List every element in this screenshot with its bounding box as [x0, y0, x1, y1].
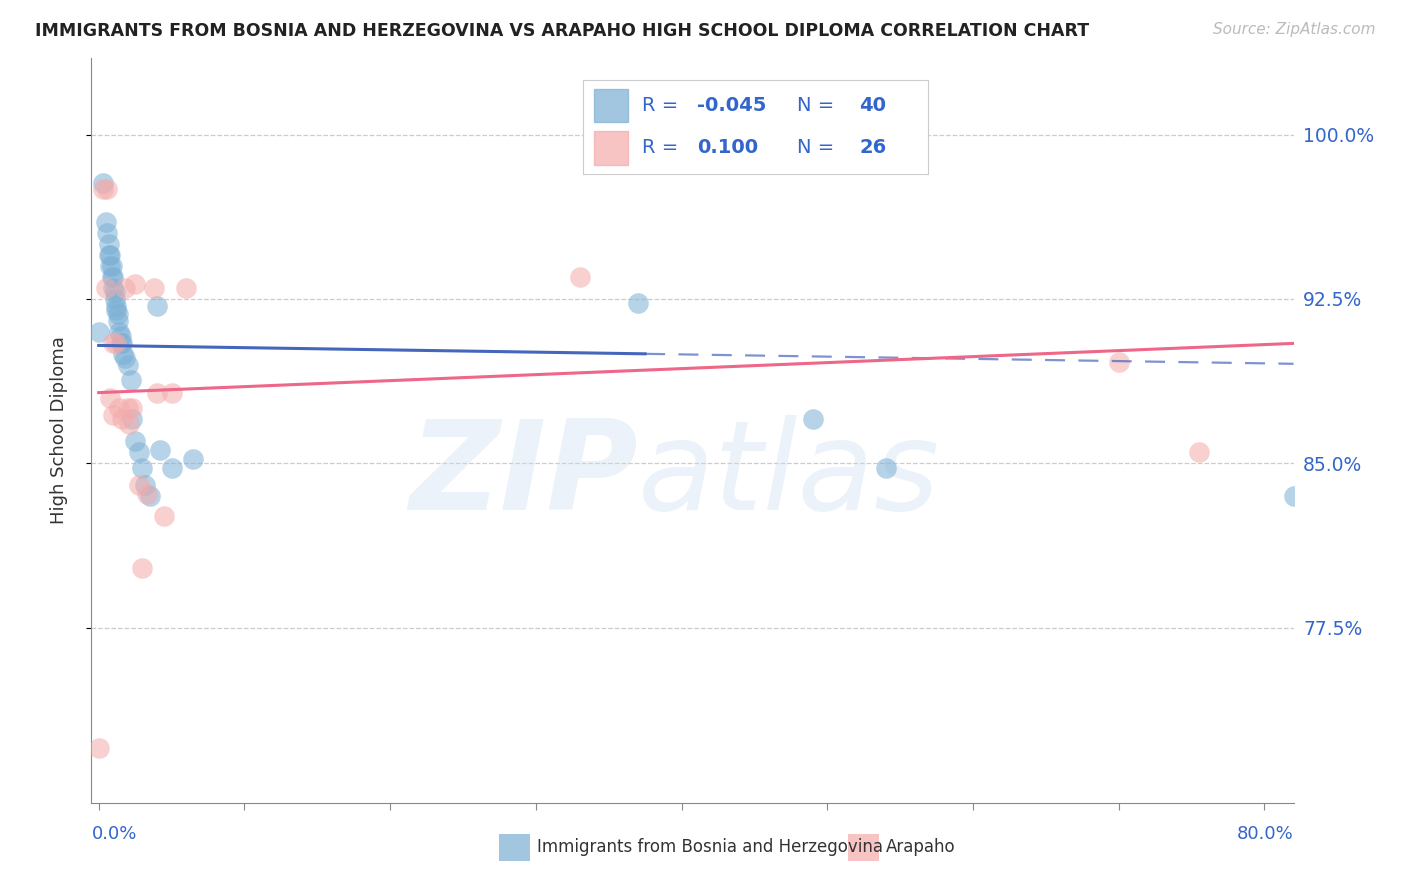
- Point: [110, 329, 132, 343]
- Point: [120, 373, 142, 387]
- Point: [101, 270, 124, 285]
- Point: [101, 259, 124, 273]
- Text: N =: N =: [797, 96, 841, 115]
- Point: [124, 277, 146, 291]
- Point: [107, 307, 129, 321]
- Point: [160, 460, 183, 475]
- Text: 80.0%: 80.0%: [1237, 825, 1294, 843]
- Point: [128, 445, 150, 459]
- Point: [627, 296, 650, 310]
- Point: [134, 478, 156, 492]
- Point: [94, 215, 117, 229]
- Point: [96, 182, 118, 196]
- Text: 0.100: 0.100: [697, 138, 758, 157]
- Point: [112, 347, 135, 361]
- Text: R =: R =: [643, 96, 685, 115]
- Text: 0.0%: 0.0%: [91, 825, 136, 843]
- Point: [131, 561, 153, 575]
- Bar: [593, 88, 628, 122]
- Point: [98, 391, 121, 405]
- Point: [128, 478, 150, 492]
- Point: [114, 351, 136, 365]
- Point: [108, 325, 131, 339]
- Point: [111, 335, 134, 350]
- Point: [183, 451, 205, 466]
- Point: [174, 281, 197, 295]
- Text: R =: R =: [643, 138, 690, 157]
- Point: [1188, 445, 1211, 459]
- Point: [105, 302, 128, 317]
- Point: [94, 281, 117, 295]
- Point: [104, 285, 127, 300]
- Point: [1108, 355, 1130, 369]
- Point: [121, 412, 143, 426]
- Point: [1282, 489, 1305, 503]
- Point: [131, 460, 153, 475]
- Point: [118, 417, 141, 431]
- Point: [153, 508, 176, 523]
- Point: [568, 270, 591, 285]
- Point: [114, 281, 136, 295]
- Point: [143, 281, 166, 295]
- Point: [87, 325, 110, 339]
- Y-axis label: High School Diploma: High School Diploma: [49, 336, 67, 524]
- Point: [117, 358, 139, 372]
- Point: [108, 401, 131, 416]
- Point: [104, 292, 127, 306]
- Text: Arapaho: Arapaho: [886, 838, 956, 856]
- Point: [91, 182, 114, 196]
- Point: [117, 401, 139, 416]
- Point: [135, 487, 157, 501]
- Point: [103, 270, 125, 285]
- Point: [146, 299, 169, 313]
- Point: [97, 248, 120, 262]
- Point: [97, 237, 120, 252]
- Point: [103, 408, 125, 422]
- Point: [96, 226, 118, 240]
- Text: IMMIGRANTS FROM BOSNIA AND HERZEGOVINA VS ARAPAHO HIGH SCHOOL DIPLOMA CORRELATIO: IMMIGRANTS FROM BOSNIA AND HERZEGOVINA V…: [35, 22, 1090, 40]
- Point: [149, 443, 172, 458]
- Point: [98, 259, 121, 273]
- Point: [146, 386, 169, 401]
- Bar: [593, 131, 628, 164]
- Point: [103, 281, 125, 295]
- Text: ZIP: ZIP: [409, 415, 638, 535]
- Point: [105, 335, 128, 350]
- Text: atlas: atlas: [638, 415, 941, 535]
- Text: 26: 26: [859, 138, 886, 157]
- Text: -0.045: -0.045: [697, 96, 766, 115]
- Point: [87, 741, 110, 756]
- Point: [105, 299, 128, 313]
- Text: 40: 40: [859, 96, 886, 115]
- Point: [124, 434, 146, 449]
- Point: [801, 412, 824, 426]
- Point: [138, 489, 160, 503]
- Text: Source: ZipAtlas.com: Source: ZipAtlas.com: [1212, 22, 1375, 37]
- Text: N =: N =: [797, 138, 841, 157]
- Point: [91, 176, 114, 190]
- Point: [107, 314, 129, 328]
- Point: [121, 401, 143, 416]
- Point: [110, 335, 132, 350]
- Text: Immigrants from Bosnia and Herzegovina: Immigrants from Bosnia and Herzegovina: [537, 838, 883, 856]
- Point: [103, 335, 125, 350]
- Point: [875, 460, 897, 475]
- Point: [111, 412, 134, 426]
- Point: [98, 248, 121, 262]
- Point: [160, 386, 183, 401]
